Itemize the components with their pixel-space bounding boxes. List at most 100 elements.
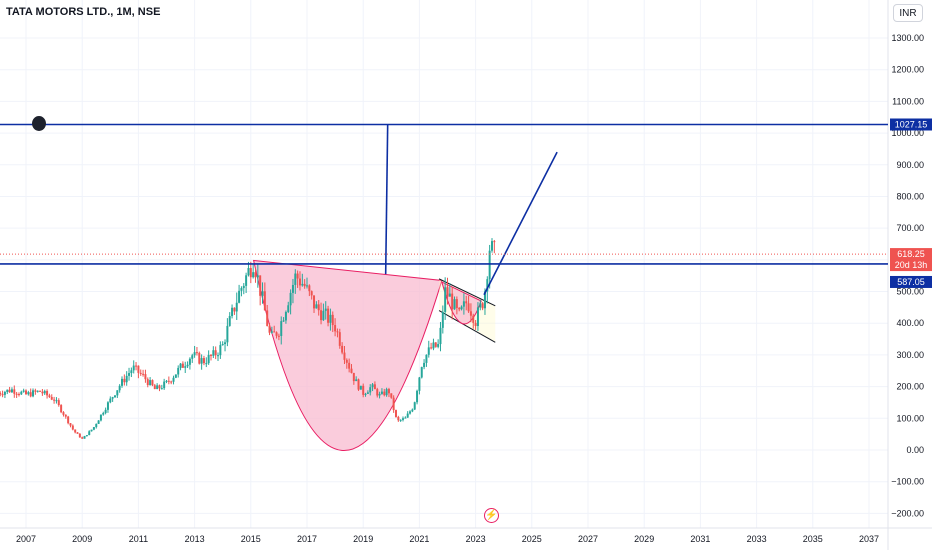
- candle-down: [71, 425, 74, 430]
- candle-up: [32, 390, 35, 397]
- candle-up: [55, 400, 58, 402]
- y-tick-label: 900.00: [896, 160, 924, 170]
- y-tick-label: 700.00: [896, 223, 924, 233]
- candle-down: [373, 384, 376, 390]
- candle-up: [247, 268, 250, 276]
- candle-up: [95, 423, 98, 428]
- candle-down: [446, 287, 449, 297]
- candle-up: [92, 427, 95, 430]
- candle-up: [219, 345, 222, 356]
- candle-up: [212, 350, 215, 356]
- x-tick-label: 2007: [16, 534, 36, 544]
- candle-up: [476, 307, 479, 326]
- candle-up: [156, 385, 159, 390]
- candle-down: [327, 308, 330, 323]
- candle-up: [3, 392, 6, 395]
- candle-down: [308, 285, 311, 292]
- lightning-icon[interactable]: ⚡: [484, 508, 499, 523]
- candle-up: [191, 355, 194, 359]
- candle-up: [490, 241, 493, 251]
- candle-up: [188, 358, 191, 365]
- candle-up: [10, 389, 13, 393]
- candle-down: [313, 295, 316, 309]
- x-tick-label: 2027: [578, 534, 598, 544]
- candle-up: [102, 413, 105, 415]
- candle-up: [132, 365, 135, 371]
- projection-line: [483, 151, 558, 296]
- candle-down: [34, 390, 37, 392]
- x-tick-label: 2021: [409, 534, 429, 544]
- candle-up: [441, 311, 444, 328]
- x-tick-label: 2033: [747, 534, 767, 544]
- candle-down: [135, 365, 138, 367]
- candle-down: [472, 315, 475, 323]
- candle-up: [488, 250, 491, 280]
- candle-up: [423, 362, 426, 368]
- candle-up: [149, 380, 152, 386]
- circle-marker-icon[interactable]: [32, 116, 46, 131]
- candle-down: [320, 310, 323, 321]
- candle-down: [451, 293, 454, 310]
- candle-up: [111, 397, 114, 399]
- candle-down: [387, 389, 390, 394]
- currency-button[interactable]: INR: [893, 4, 923, 22]
- candle-down: [17, 394, 20, 396]
- x-tick-label: 2009: [72, 534, 92, 544]
- candle-up: [329, 314, 332, 323]
- candle-down: [394, 410, 397, 417]
- candle-up: [409, 411, 412, 414]
- handle-channel-lower: [438, 310, 496, 343]
- candle-up: [238, 290, 241, 303]
- candle-up: [179, 363, 182, 368]
- candle-down: [350, 368, 353, 373]
- candle-up: [437, 344, 440, 347]
- candle-up: [186, 364, 189, 367]
- candle-down: [376, 389, 379, 396]
- candle-up: [97, 420, 100, 424]
- cup-pattern: [252, 259, 443, 451]
- y-tick-label: −100.00: [891, 477, 924, 487]
- candle-down: [338, 332, 341, 346]
- candle-up: [399, 419, 402, 421]
- candle-up: [20, 391, 23, 395]
- candle-down: [195, 352, 198, 354]
- y-tick-label: −200.00: [891, 508, 924, 518]
- candle-down: [158, 385, 161, 389]
- candle-down: [29, 392, 32, 397]
- y-tick-label: 100.00: [896, 413, 924, 423]
- y-tick-label: 1100.00: [892, 96, 924, 106]
- candle-up: [462, 301, 465, 307]
- candle-down: [144, 374, 147, 380]
- candle-up: [200, 358, 203, 364]
- candle-up: [252, 272, 255, 278]
- candle-down: [392, 397, 395, 411]
- candle-down: [146, 379, 149, 386]
- candle-up: [130, 370, 133, 374]
- candle-down: [198, 352, 201, 364]
- y-tick-label: 300.00: [896, 350, 924, 360]
- y-tick-label: 1300.00: [891, 33, 924, 43]
- candle-up: [402, 418, 405, 420]
- candle-up: [128, 373, 131, 376]
- candle-down: [336, 331, 339, 333]
- candle-up: [359, 385, 362, 390]
- y-tick-label: 0.00: [906, 445, 924, 455]
- support-price-tag-text: 587.05: [897, 277, 925, 287]
- candle-up: [43, 390, 46, 394]
- candle-down: [273, 331, 276, 333]
- candle-up: [486, 279, 489, 292]
- candle-down: [334, 325, 337, 332]
- candle-up: [483, 291, 486, 309]
- candle-down: [8, 389, 11, 393]
- candle-up: [479, 303, 482, 308]
- candle-down: [249, 268, 252, 278]
- resistance-price-tag-text: 1027.15: [895, 119, 928, 129]
- last-price-tag: [890, 248, 932, 272]
- candle-down: [345, 359, 348, 363]
- candle-down: [53, 399, 56, 401]
- candle-up: [163, 381, 166, 389]
- candle-up: [85, 435, 88, 437]
- candle-up: [287, 305, 290, 312]
- candle-up: [177, 367, 180, 375]
